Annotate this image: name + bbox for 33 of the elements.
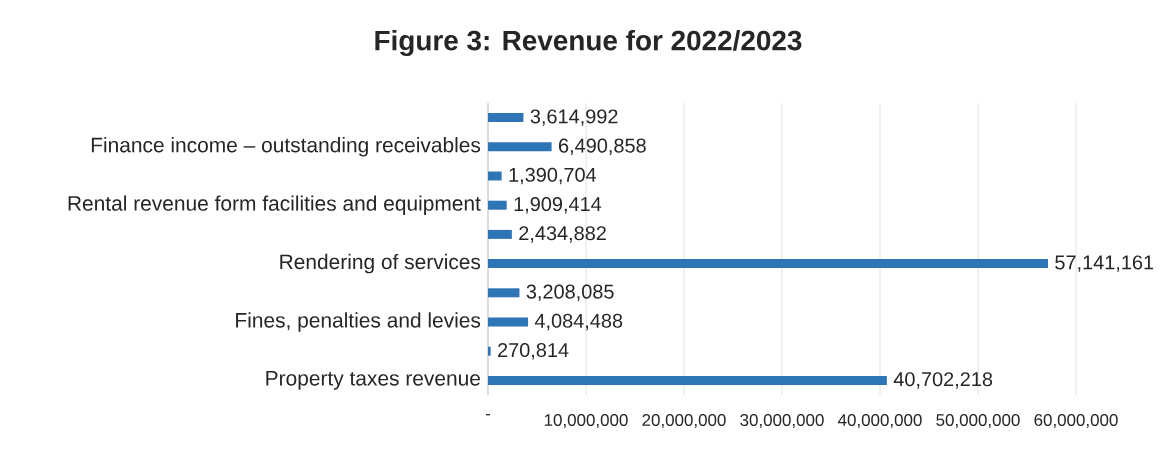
bar — [488, 346, 491, 356]
y-tick-label: Rendering of services — [280, 253, 481, 274]
bar — [488, 171, 502, 181]
data-label: 40,702,218 — [893, 372, 993, 389]
data-label: 270,814 — [498, 342, 569, 360]
data-label: 4,084,488 — [534, 313, 623, 331]
x-tick-label: 50,000,000 — [936, 414, 1020, 429]
bar — [488, 375, 887, 385]
y-tick-label: Fines, penalties and levies — [236, 312, 481, 332]
data-label: 1,390,704 — [509, 167, 597, 185]
chart-title: Figure 3: Revenue for 2022/2023 — [375, 29, 802, 57]
bar — [488, 200, 507, 210]
x-tick-label: 10,000,000 — [544, 414, 628, 429]
x-tick-label: 30,000,000 — [740, 414, 824, 429]
x-tick-label: - — [485, 414, 491, 416]
bar — [488, 229, 512, 239]
x-tick-label: 40,000,000 — [838, 414, 922, 429]
y-tick-label: Finance income – outstanding receivables — [91, 137, 481, 157]
data-label: 57,141,161 — [1055, 255, 1154, 272]
bar — [488, 142, 552, 152]
data-label: 1,909,414 — [514, 196, 602, 214]
x-tick-label: 60,000,000 — [1034, 414, 1118, 429]
x-tick-label: 20,000,000 — [642, 414, 726, 429]
data-label: 3,614,992 — [530, 109, 618, 126]
data-label: 3,208,085 — [526, 284, 614, 302]
bar — [488, 259, 1048, 269]
y-tick-label: Property taxes revenue — [266, 371, 480, 390]
data-label: 6,490,858 — [559, 138, 646, 156]
bar — [488, 288, 520, 298]
bar — [488, 113, 524, 123]
bar — [488, 317, 529, 327]
data-label: 2,434,882 — [519, 226, 606, 243]
y-tick-label: Rental revenue form facilities and equipment — [68, 195, 481, 215]
